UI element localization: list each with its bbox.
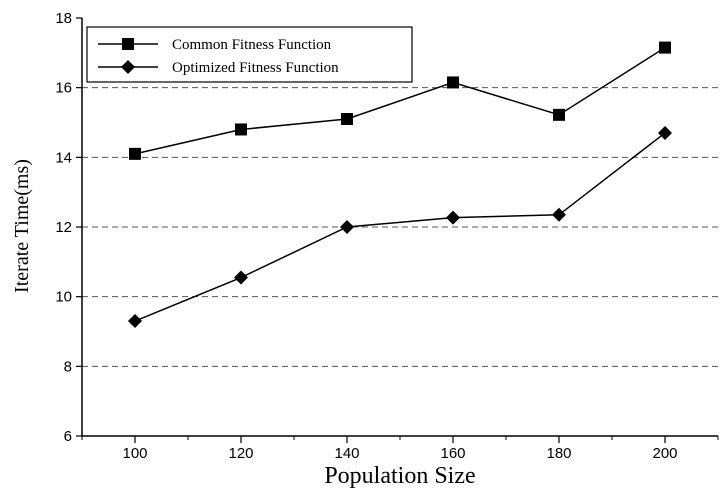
legend-marker-square [122,38,134,50]
y-axis-title: Iterate Time(ms) [11,159,33,293]
data-point-diamond [128,314,142,329]
data-point-square [341,113,353,126]
legend: Common Fitness Function Optimized Fitnes… [86,26,413,83]
y-tick-label: 6 [64,428,72,445]
legend-marker-diamond [121,60,135,74]
y-tick-label: 18 [55,10,72,27]
y-tick-label: 14 [55,149,72,166]
data-point-square [659,41,671,54]
grid-lines [82,87,718,367]
series-group [128,41,672,329]
x-tick-label: 160 [440,445,465,462]
series-line-optimized [134,132,666,322]
data-point-diamond [234,270,248,285]
y-tick-label: 8 [64,358,72,375]
x-tick-label: 200 [652,445,677,462]
data-point-square [235,123,247,136]
data-point-square [447,76,459,89]
x-tick-label: 120 [228,445,253,462]
legend-label-common: Common Fitness Function [172,37,332,53]
data-point-diamond [446,210,460,225]
series-line-common [134,46,666,155]
data-point-square [553,108,565,121]
data-point-diamond [340,220,354,234]
legend-label-optimized: Optimized Fitness Function [172,60,339,76]
x-tick-label: 100 [122,445,147,462]
x-axis-title: Population Size [324,463,475,489]
y-tick-label: 10 [55,289,72,306]
axes: 6 8 10 12 14 16 18 100 120 140 160 180 200 [55,10,719,462]
data-point-diamond [552,207,566,222]
x-tick-label: 180 [546,445,571,462]
x-tick-label: 140 [334,445,359,462]
data-point-diamond [658,125,672,140]
data-point-square [129,147,141,160]
y-tick-label: 16 [55,80,72,97]
y-tick-label: 12 [55,219,72,236]
legend-box [86,26,413,83]
